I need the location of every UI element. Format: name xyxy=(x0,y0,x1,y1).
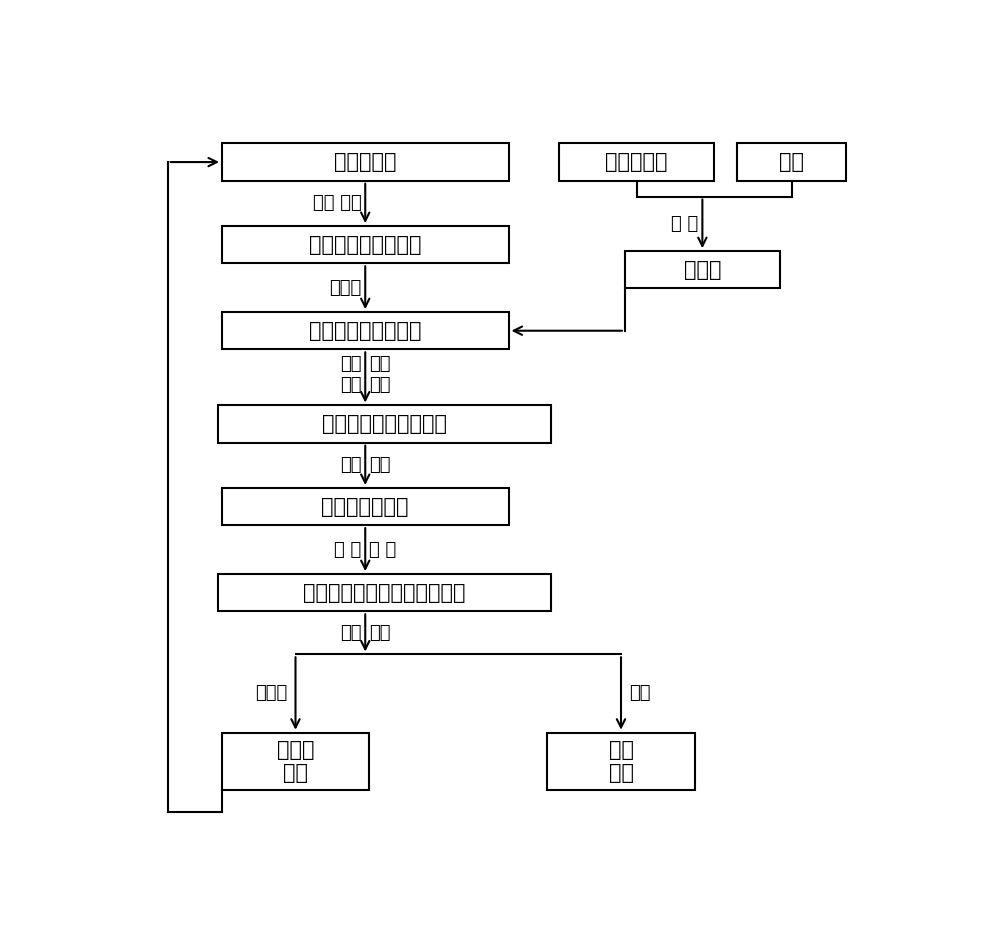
Text: 核石墨构件（干燥）: 核石墨构件（干燥） xyxy=(309,321,422,341)
Bar xyxy=(222,487,509,526)
Text: 服役
使用: 服役 使用 xyxy=(608,740,634,783)
Text: 合格: 合格 xyxy=(629,684,650,703)
Bar xyxy=(737,144,846,181)
Text: 抽真空: 抽真空 xyxy=(329,279,361,296)
Bar xyxy=(218,574,551,611)
Text: 加压: 加压 xyxy=(340,457,361,474)
Text: 热固性树脂: 热固性树脂 xyxy=(605,152,668,172)
Text: 分析: 分析 xyxy=(369,624,391,642)
Text: 浸渍: 浸渍 xyxy=(369,355,391,374)
Text: 检测: 检测 xyxy=(340,624,361,642)
Bar xyxy=(222,144,509,181)
Text: 焙 烧: 焙 烧 xyxy=(369,541,396,558)
Text: 核石墨
构件: 核石墨 构件 xyxy=(277,740,314,783)
Text: 溶剂: 溶剂 xyxy=(779,152,804,172)
Text: 加压: 加压 xyxy=(340,355,361,374)
Bar xyxy=(222,733,369,790)
Text: 核石墨构件（干燥）: 核石墨构件（干燥） xyxy=(309,235,422,254)
Bar xyxy=(547,733,695,790)
Text: 干燥的浸渍核石墨构件: 干燥的浸渍核石墨构件 xyxy=(322,414,447,434)
Text: 通风: 通风 xyxy=(340,376,361,393)
Text: 不合格: 不合格 xyxy=(256,684,288,703)
Bar xyxy=(222,226,509,263)
Text: 热解炭涂层包覆的核石墨构件: 热解炭涂层包覆的核石墨构件 xyxy=(303,582,466,603)
Text: 核石墨构件: 核石墨构件 xyxy=(334,152,396,172)
Bar xyxy=(559,144,714,181)
Text: 浸渍剂: 浸渍剂 xyxy=(684,260,721,280)
Text: 搅 拌: 搅 拌 xyxy=(671,214,698,233)
Text: 固化: 固化 xyxy=(369,457,391,474)
Bar xyxy=(625,251,780,288)
Text: 高 温: 高 温 xyxy=(334,541,361,558)
Text: 干燥 处理: 干燥 处理 xyxy=(313,195,361,212)
Text: 干燥: 干燥 xyxy=(369,376,391,393)
Bar xyxy=(218,405,551,443)
Text: 固化核石墨构件: 固化核石墨构件 xyxy=(322,497,409,516)
Bar xyxy=(222,312,509,350)
